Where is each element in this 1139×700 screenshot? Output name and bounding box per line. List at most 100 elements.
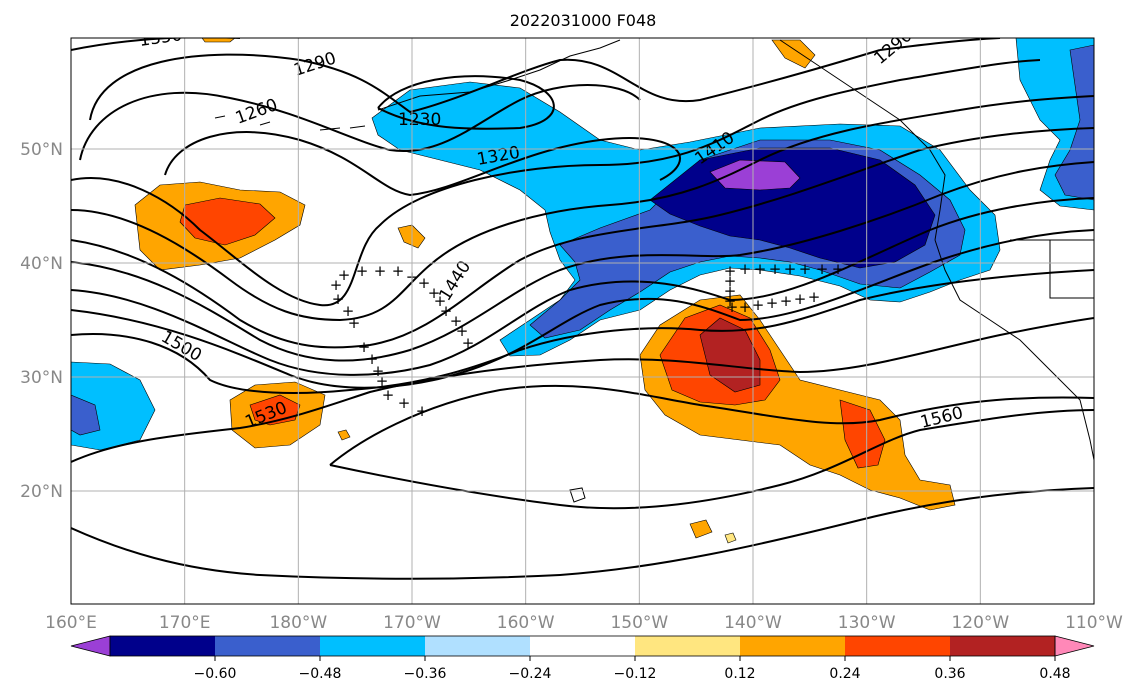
positive-region-east-tail <box>839 399 886 469</box>
us-west-coast <box>934 239 1094 461</box>
contour-1560 <box>329 384 1094 466</box>
significance-cross: + <box>739 260 752 278</box>
contour-b <box>71 95 1094 322</box>
longitude-tick-label: 140°W <box>724 613 782 633</box>
significance-cross: + <box>428 284 441 302</box>
significance-cross: + <box>766 294 779 312</box>
colorbar-tick-label: −0.48 <box>299 666 342 682</box>
contour-ne-1290 <box>879 38 1001 51</box>
contour-1290 <box>89 49 881 121</box>
map-title: 2022031000 F048 <box>510 11 657 30</box>
significance-cross: + <box>440 302 453 320</box>
significance-cross: + <box>348 314 361 332</box>
contour-e <box>71 197 1094 376</box>
longitude-tick-label: 160°E <box>45 613 97 633</box>
negative-region-core <box>709 159 801 191</box>
latitude-tick-label: 30°N <box>20 368 63 388</box>
significance-cross: + <box>434 292 447 310</box>
positive-blob-3 <box>689 519 713 539</box>
significance-cross: + <box>724 282 737 300</box>
contour-1500 <box>71 269 1094 394</box>
colorbar-segment <box>320 636 425 656</box>
gridlines <box>71 38 1094 604</box>
colorbar-segment <box>530 636 635 656</box>
significance-markers: ++ + + + + +++++++++++++++ + ++++++ + + + + + ++ + + + + +… <box>330 260 845 420</box>
map-frame <box>70 37 1095 605</box>
contour-label: 1230 <box>398 110 441 130</box>
hawaii <box>569 487 586 503</box>
significance-cross: + <box>456 322 469 340</box>
colorbar-segment <box>845 636 950 656</box>
significance-cross: + <box>338 266 351 284</box>
longitude-tick-label: 110°W <box>1065 613 1123 633</box>
colorbar-tick-label: 0.36 <box>934 666 965 682</box>
significance-cross: + <box>416 402 429 420</box>
aleutians <box>214 115 366 131</box>
longitude-tick-label: 160°W <box>497 613 555 633</box>
significance-cross: + <box>808 288 821 306</box>
significance-cross: + <box>739 298 752 316</box>
longitude-tick-label: 150°W <box>610 613 668 633</box>
colorbar-tick-label: 0.12 <box>724 666 755 682</box>
contour-c <box>71 127 1094 349</box>
longitude-tick-label: 170°E <box>159 613 211 633</box>
alaska-coast <box>377 39 621 111</box>
positive-blob-2 <box>337 429 351 441</box>
longitude-tick-label: 130°W <box>838 613 896 633</box>
colorbar-segment <box>425 636 530 656</box>
colorbar-segment <box>950 636 1055 656</box>
colorbar-segment <box>635 636 740 656</box>
longitude-tick-label: 180°W <box>269 613 327 633</box>
significance-cross: + <box>726 298 739 316</box>
positive-blob-4 <box>724 532 737 544</box>
colorbar-tick-label: 0.48 <box>1039 666 1070 682</box>
significance-cross: + <box>382 386 395 404</box>
significance-cross: + <box>398 394 411 412</box>
contour-a <box>71 59 1041 307</box>
significance-cross: + <box>358 338 371 356</box>
significance-cross: + <box>330 276 343 294</box>
latitude-tick-label: 50°N <box>20 140 63 160</box>
significance-cross: + <box>752 296 765 314</box>
positive-region-east-core <box>699 317 761 393</box>
longitude-tick-label: 170°W <box>383 613 441 633</box>
colorbar-extend-high <box>1054 635 1095 657</box>
significance-cross: + <box>450 312 463 330</box>
latitude-tick-label: 20°N <box>20 482 63 502</box>
significance-cross: + <box>392 262 405 280</box>
significance-cross: + <box>780 292 793 310</box>
colorbar-segment <box>740 636 845 656</box>
significance-cross: + <box>374 262 387 280</box>
significance-cross: + <box>769 260 782 278</box>
significance-cross: + <box>372 362 385 380</box>
colorbar-tick-label: −0.60 <box>194 666 237 682</box>
significance-cross: + <box>418 274 431 292</box>
colorbar-frame <box>109 635 1056 657</box>
contours <box>71 38 1094 580</box>
significance-cross: + <box>784 260 797 278</box>
contour-south <box>71 487 1094 580</box>
colorbar-extend-low <box>70 635 111 657</box>
negative-region-west-inner <box>71 394 101 436</box>
map-area: 1350 1290 1260 1230 1320 1410 1440 1500 … <box>71 38 1094 604</box>
contour-1350 <box>71 38 240 51</box>
significance-cross: + <box>366 350 379 368</box>
latitude-tick-label: 40°N <box>20 254 63 274</box>
contour-1590 <box>329 409 1094 510</box>
significance-cross: + <box>342 302 355 320</box>
significance-cross: + <box>724 272 737 290</box>
significance-cross: + <box>832 260 845 278</box>
longitude-tick-label: 120°W <box>951 613 1009 633</box>
colorbar-tick-label: −0.36 <box>404 666 447 682</box>
colorbar-segment <box>110 636 215 656</box>
positive-blob-6 <box>201 38 236 43</box>
significance-cross: + <box>724 292 737 310</box>
contour-1320 <box>164 131 681 197</box>
colorbar-tick-label: −0.12 <box>614 666 657 682</box>
contour-1260 <box>79 84 641 161</box>
state-line <box>1049 240 1094 299</box>
positive-blob-5 <box>771 39 816 69</box>
longitude-labels: 160°E 170°E 180°W 170°W 160°W 150°W 140°W 130°W… <box>45 613 1123 633</box>
colorbar: −0.60 −0.48 −0.36 −0.24 −0.12 0.12 0.24 0.36 0.4… <box>70 635 1095 682</box>
